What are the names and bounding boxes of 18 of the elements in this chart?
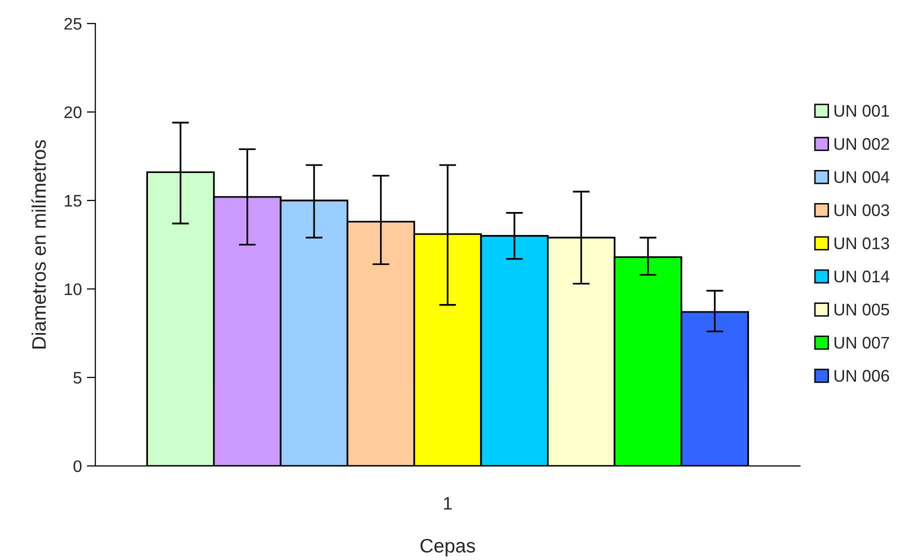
y-tick-label: 20 — [64, 106, 82, 118]
legend-label: UN 002 — [834, 138, 889, 150]
y-tick-label: 10 — [64, 283, 82, 296]
y-tick-label: 25 — [64, 18, 82, 30]
legend-label: UN 013 — [834, 237, 890, 250]
legend-label: UN 003 — [834, 204, 890, 216]
legend-label: UN 007 — [834, 336, 889, 349]
legend-label: UN 001 — [834, 104, 889, 117]
y-axis-title: Diametros en milímetros — [31, 140, 46, 348]
legend-label: UN 004 — [834, 171, 890, 183]
y-tick-label: 5 — [74, 372, 82, 384]
legend-label: UN 014 — [834, 270, 890, 282]
x-axis-title: Cepas — [420, 538, 476, 556]
y-tick-label: 0 — [74, 460, 82, 472]
legend-label: UN 006 — [834, 370, 890, 382]
y-tick-label: 15 — [64, 195, 82, 207]
x-tick-label: 1 — [444, 497, 452, 510]
legend-label: UN 005 — [834, 304, 890, 316]
